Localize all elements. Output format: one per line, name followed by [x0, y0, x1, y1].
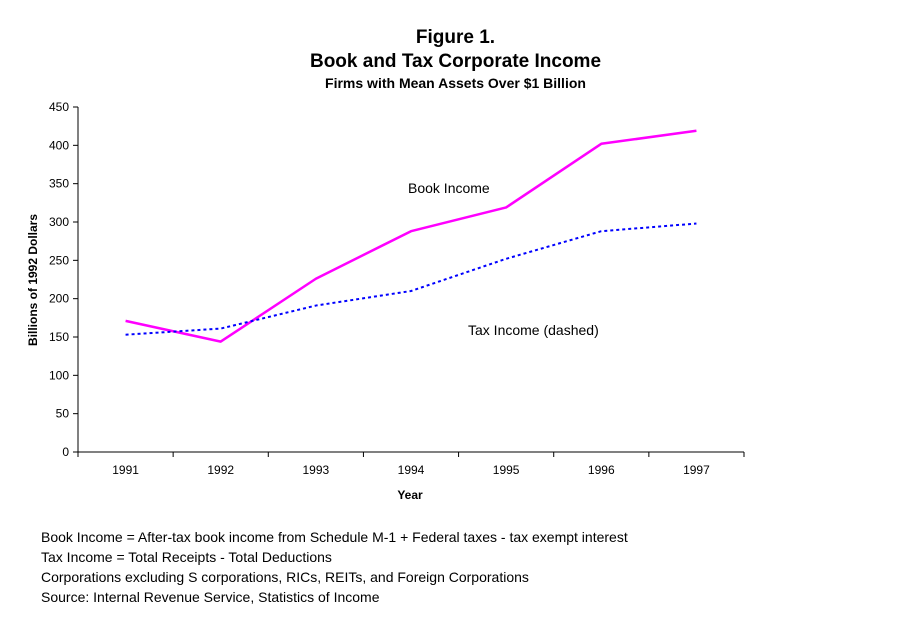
y-tick-label: 200 — [49, 292, 69, 306]
y-tick-label: 400 — [49, 138, 69, 152]
y-tick-label: 150 — [49, 330, 69, 344]
figure-label: Figure 1. — [415, 27, 496, 48]
x-tick-label: 1991 — [112, 463, 139, 477]
x-tick-label: 1993 — [303, 463, 330, 477]
x-tick-label: 1994 — [398, 463, 425, 477]
y-tick-label: 450 — [49, 100, 69, 114]
y-tick-label: 250 — [49, 253, 69, 267]
y-tick-label: 0 — [62, 445, 69, 459]
x-tick-label: 1992 — [207, 463, 234, 477]
note-tax-income: Tax Income = Total Receipts - Total Dedu… — [41, 549, 332, 565]
x-tick-label: 1996 — [588, 463, 615, 477]
annotation-tax-income: Tax Income (dashed) — [468, 322, 599, 338]
chart-notes: Book Income = After-tax book income from… — [41, 527, 628, 607]
x-tick-label: 1995 — [493, 463, 520, 477]
chart-axes: 0 50 100 150 200 250 300 350 400 450 1991 1992 1993 1… — [49, 100, 745, 477]
y-tick-label: 50 — [56, 407, 70, 421]
y-tick-label: 300 — [49, 215, 69, 229]
chart-title-block: Figure 1. Book and Tax Corporate Income … — [0, 26, 911, 92]
y-tick-label: 350 — [49, 177, 69, 191]
note-corporations: Corporations excluding S corporations, R… — [41, 569, 529, 585]
annotation-book-income: Book Income — [408, 180, 490, 196]
x-tick-label: 1997 — [683, 463, 710, 477]
chart-series — [125, 129, 697, 343]
series-line-tax-income-dashed — [125, 222, 697, 336]
series-line-book-income — [125, 129, 697, 343]
chart-subtitle: Firms with Mean Assets Over $1 Billion — [325, 75, 586, 91]
y-axis-label: Billions of 1992 Dollars — [26, 214, 40, 346]
note-book-income: Book Income = After-tax book income from… — [41, 529, 628, 545]
chart-title: Book and Tax Corporate Income — [309, 51, 602, 72]
note-source: Source: Internal Revenue Service, Statis… — [41, 589, 380, 605]
x-axis-label: Year — [397, 488, 423, 502]
y-tick-label: 100 — [49, 368, 69, 382]
